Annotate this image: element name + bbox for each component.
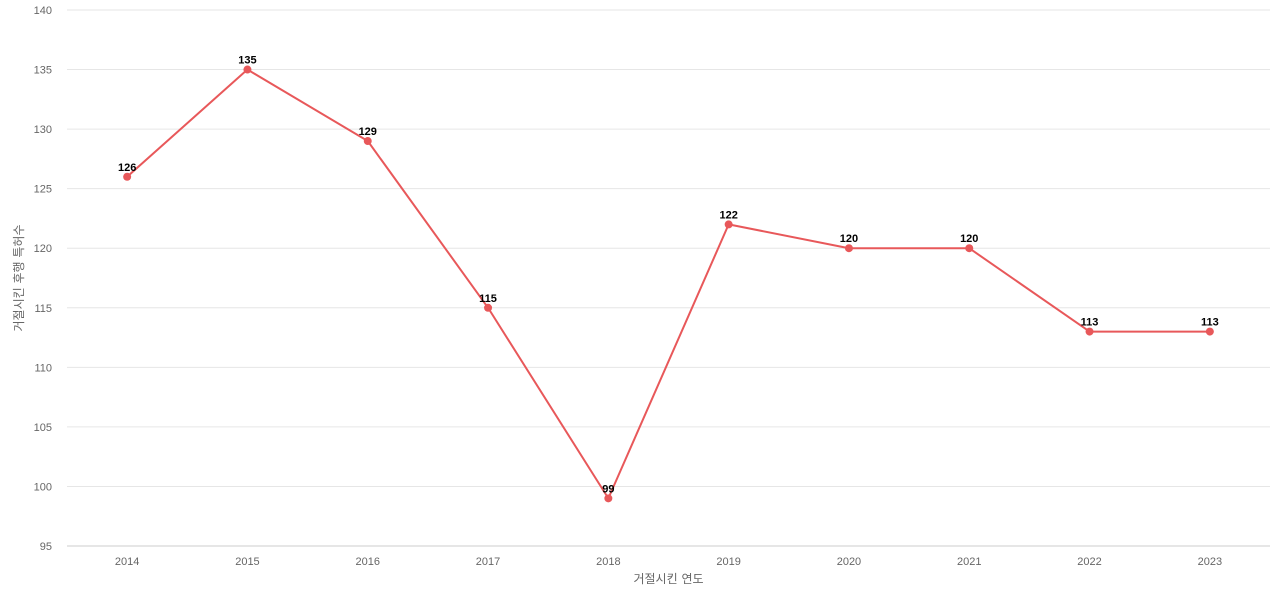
x-tick-label: 2016 xyxy=(356,556,380,568)
data-label: 113 xyxy=(1081,317,1099,329)
x-tick-label: 2020 xyxy=(837,556,861,568)
y-tick-label: 115 xyxy=(34,303,52,315)
x-axis-title: 거절시킨 연도 xyxy=(633,572,703,586)
x-axis-ticks: 2014 2015 2016 2017 2018 2019 2020 2021 2022 2023 xyxy=(115,556,1222,568)
data-label: 115 xyxy=(479,293,497,305)
data-label: 120 xyxy=(960,233,978,245)
data-point[interactable] xyxy=(1205,327,1214,336)
y-tick-label: 120 xyxy=(34,243,52,255)
x-tick-label: 2017 xyxy=(476,556,500,568)
data-point[interactable] xyxy=(243,65,252,74)
data-label: 99 xyxy=(602,483,614,495)
data-point[interactable] xyxy=(965,244,974,253)
data-label: 120 xyxy=(840,233,858,245)
y-tick-label: 105 xyxy=(34,422,52,434)
y-tick-label: 95 xyxy=(40,541,52,553)
gridlines xyxy=(67,9,1270,487)
data-point[interactable] xyxy=(363,137,372,146)
data-point[interactable] xyxy=(724,220,733,229)
series-group xyxy=(123,65,1214,503)
x-tick-label: 2019 xyxy=(716,556,740,568)
x-tick-label: 2014 xyxy=(115,556,139,568)
y-tick-label: 125 xyxy=(34,184,52,196)
data-label: 129 xyxy=(359,126,377,138)
x-tick-label: 2022 xyxy=(1077,556,1101,568)
data-labels: 126 135 129 115 99 122 120 120 113 113 xyxy=(118,55,1219,496)
data-point[interactable] xyxy=(604,494,613,503)
y-axis-ticks: 95 100 105 110 115 120 125 130 135 140 xyxy=(34,5,52,553)
x-tick-label: 2018 xyxy=(596,556,620,568)
y-tick-label: 135 xyxy=(34,65,52,77)
data-point[interactable] xyxy=(484,303,493,312)
y-tick-label: 140 xyxy=(34,5,52,17)
series-line xyxy=(126,68,1210,500)
data-point[interactable] xyxy=(844,244,853,253)
y-tick-label: 130 xyxy=(34,124,52,136)
x-tick-label: 2023 xyxy=(1198,556,1222,568)
y-axis-title: 거절시킨 후행 특허수 xyxy=(11,225,26,332)
data-point[interactable] xyxy=(1085,327,1094,336)
y-tick-label: 100 xyxy=(34,481,52,493)
data-label: 126 xyxy=(118,162,136,174)
x-tick-label: 2015 xyxy=(235,556,259,568)
data-label: 113 xyxy=(1201,317,1219,329)
data-label: 135 xyxy=(238,55,256,67)
data-label: 122 xyxy=(719,209,737,221)
x-tick-label: 2021 xyxy=(957,556,981,568)
y-tick-label: 110 xyxy=(34,362,52,374)
data-point[interactable] xyxy=(123,172,132,181)
